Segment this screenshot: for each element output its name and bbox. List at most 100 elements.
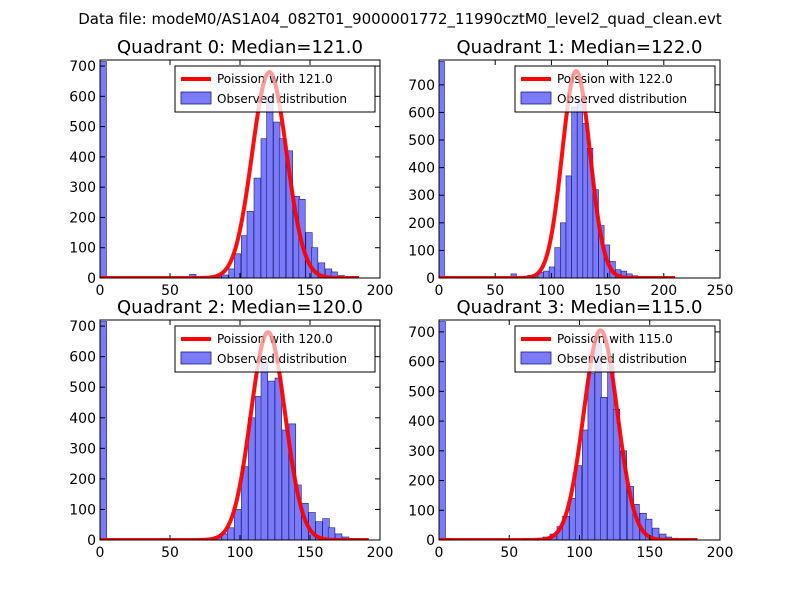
- legend-hist-swatch: [180, 91, 212, 105]
- histogram-bar: [576, 101, 584, 278]
- x-tick-label: 0: [96, 545, 105, 561]
- legend-line-label: Poission with 115.0: [557, 332, 673, 346]
- x-tick-label: 200: [707, 545, 734, 561]
- x-tick-label: 50: [161, 283, 179, 299]
- x-tick-label: 200: [367, 545, 394, 561]
- y-tick-label: 200: [69, 210, 96, 226]
- y-tick-label: 400: [408, 414, 435, 430]
- subplot-grid: Quadrant 0: Median=121.0 Poission with 12…: [69, 37, 733, 561]
- poisson-curve-peak: [256, 330, 280, 364]
- y-tick-label: 300: [408, 188, 435, 204]
- legend-hist-label: Observed distribution: [217, 92, 347, 106]
- y-tick-label: 600: [408, 355, 435, 371]
- histogram-bar: [439, 61, 445, 278]
- y-tick-label: 600: [69, 89, 96, 105]
- subplot-title: Quadrant 3: Median=115.0: [457, 297, 703, 318]
- y-tick-label: 600: [69, 350, 96, 366]
- y-tick-label: 700: [69, 59, 96, 75]
- x-tick-label: 150: [297, 283, 324, 299]
- legend-line-label: Poission with 120.0: [217, 332, 333, 346]
- y-tick-label: 0: [87, 271, 96, 287]
- y-tick-label: 100: [408, 503, 435, 519]
- x-tick-label: 50: [161, 545, 179, 561]
- subplot-quadrant-1: Quadrant 1: Median=122.0 Poission with 12…: [408, 37, 733, 299]
- poisson-curve-peak: [257, 70, 282, 104]
- poisson-curve: [100, 330, 371, 540]
- histogram-bar: [571, 106, 578, 278]
- y-tick-label: 100: [69, 241, 96, 257]
- histogram-bar: [560, 222, 567, 278]
- subplot-title: Quadrant 2: Median=120.0: [117, 297, 363, 318]
- histogram-bar: [318, 262, 326, 278]
- y-tick-label: 300: [69, 180, 96, 196]
- plot-area: [100, 321, 371, 540]
- y-tick-label: 300: [69, 441, 96, 457]
- poisson-curve-peak: [566, 68, 586, 102]
- histogram-bar: [645, 518, 653, 540]
- histogram-bar: [574, 465, 583, 540]
- figure-suptitle: Data file: modeM0/AS1A04_082T01_90000017…: [78, 10, 722, 29]
- y-tick-label: 700: [69, 319, 96, 335]
- histogram-bar: [330, 271, 338, 278]
- histogram-bar: [554, 247, 561, 278]
- histogram-bar: [221, 274, 229, 278]
- x-tick-label: 100: [566, 545, 593, 561]
- y-tick-label: 700: [408, 325, 435, 341]
- y-tick-label: 400: [69, 411, 96, 427]
- histogram-bar: [543, 270, 550, 278]
- y-tick-label: 0: [426, 533, 435, 549]
- x-tick-label: 150: [636, 545, 663, 561]
- y-tick-label: 500: [408, 384, 435, 400]
- x-tick-label: 150: [297, 545, 324, 561]
- poisson-curve-peak: [588, 328, 613, 364]
- y-tick-label: 0: [87, 533, 96, 549]
- x-tick-label: 100: [227, 545, 254, 561]
- histogram-bar: [260, 362, 269, 540]
- histogram-bar: [227, 527, 235, 540]
- x-tick-label: 50: [500, 545, 518, 561]
- poisson-curve: [100, 70, 361, 278]
- legend-line-label: Poission with 122.0: [557, 72, 673, 86]
- subplot-quadrant-2: Quadrant 2: Median=120.0 Poission with 12…: [69, 297, 393, 561]
- histogram-bar: [587, 373, 595, 540]
- x-tick-label: 100: [538, 283, 565, 299]
- y-tick-label: 100: [69, 502, 96, 518]
- y-tick-label: 200: [408, 474, 435, 490]
- x-tick-label: 0: [435, 545, 444, 561]
- y-tick-label: 500: [69, 380, 96, 396]
- histogram-bar: [548, 266, 555, 278]
- x-tick-label: 0: [435, 283, 444, 299]
- axes-frame: [438, 59, 721, 279]
- histogram-bar: [600, 396, 608, 540]
- poisson-curve: [439, 328, 699, 540]
- y-tick-label: 200: [69, 472, 96, 488]
- legend-hist-swatch: [180, 351, 212, 365]
- histogram-bar: [565, 175, 572, 278]
- x-tick-label: 200: [650, 283, 677, 299]
- y-tick-label: 700: [408, 78, 435, 94]
- histogram-bar: [100, 61, 107, 278]
- y-tick-label: 0: [426, 271, 435, 287]
- y-tick-label: 600: [408, 105, 435, 121]
- subplot-title: Quadrant 1: Median=122.0: [457, 37, 703, 58]
- histogram-bar: [311, 247, 319, 278]
- x-tick-label: 100: [227, 283, 254, 299]
- x-tick-label: 200: [367, 283, 394, 299]
- y-tick-label: 200: [408, 216, 435, 232]
- legend: Poission with 122.0 Observed distribution: [514, 65, 716, 113]
- legend-hist-swatch: [520, 91, 552, 105]
- y-tick-label: 500: [69, 120, 96, 136]
- histogram-bar: [246, 211, 254, 278]
- plot-area: [100, 61, 361, 278]
- histogram-bar: [253, 177, 261, 278]
- plot-area: [439, 321, 699, 540]
- histogram-bar: [439, 321, 446, 540]
- histogram-bar: [100, 321, 108, 540]
- histogram-bar: [267, 380, 276, 540]
- subplot-title: Quadrant 0: Median=121.0: [117, 37, 363, 58]
- y-tick-label: 400: [408, 161, 435, 177]
- legend-hist-label: Observed distribution: [557, 92, 687, 106]
- legend-hist-label: Observed distribution: [217, 352, 347, 366]
